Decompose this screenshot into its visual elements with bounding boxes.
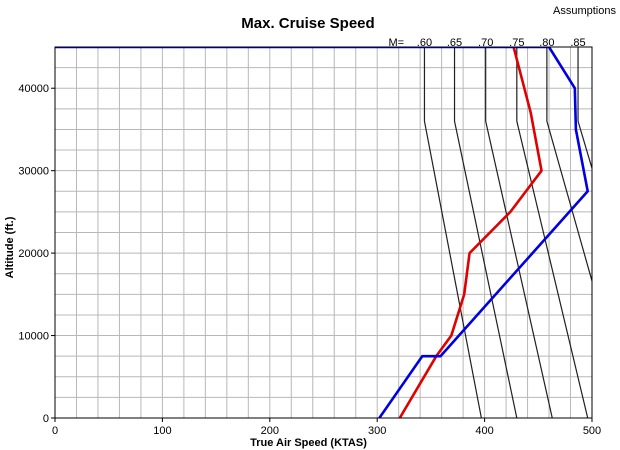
chart-title: Max. Cruise Speed xyxy=(241,15,374,32)
mach-line-75 xyxy=(516,47,589,418)
mach-line-70 xyxy=(485,47,553,418)
x-tick-label: 200 xyxy=(261,425,279,437)
y-axis-label: Altitude (ft.) xyxy=(4,216,16,278)
grid xyxy=(54,46,593,419)
data-series xyxy=(55,47,590,418)
mach-label-80: .80 xyxy=(539,37,554,49)
series-line-2 xyxy=(55,47,590,418)
x-tick-label: 100 xyxy=(153,425,171,437)
mach-prefix-label: M= xyxy=(388,37,404,49)
x-axis-label: True Air Speed (KTAS) xyxy=(250,437,367,449)
plot-frame xyxy=(54,46,593,419)
mach-label-85: .85 xyxy=(570,37,585,49)
y-tick-label: 30000 xyxy=(18,166,49,178)
x-tick-label: 400 xyxy=(475,425,493,437)
x-tick-label: 300 xyxy=(368,425,386,437)
mach-label-65: .65 xyxy=(447,37,462,49)
mach-lines xyxy=(423,47,592,418)
x-tick-label: 0 xyxy=(52,425,58,437)
mach-label-75: .75 xyxy=(509,37,524,49)
axis-ticks: M= .60 .65 .70 .75 .80 .85 0 100 200 300 400 500 0 100… xyxy=(18,37,601,437)
y-tick-label: 0 xyxy=(43,413,49,425)
x-tick-label: 500 xyxy=(583,425,601,437)
y-tick-label: 10000 xyxy=(18,331,49,343)
mach-line-60 xyxy=(423,47,482,418)
series-line-1 xyxy=(398,47,543,418)
mach-label-70: .70 xyxy=(478,37,493,49)
mach-line-65 xyxy=(453,47,518,418)
y-tick-label: 20000 xyxy=(18,248,49,260)
mach-line-85 xyxy=(577,47,592,171)
y-tick-label: 40000 xyxy=(18,83,49,95)
assumptions-link[interactable]: Assumptions xyxy=(553,5,616,17)
mach-line-80 xyxy=(546,47,592,284)
mach-label-60: .60 xyxy=(417,37,432,49)
